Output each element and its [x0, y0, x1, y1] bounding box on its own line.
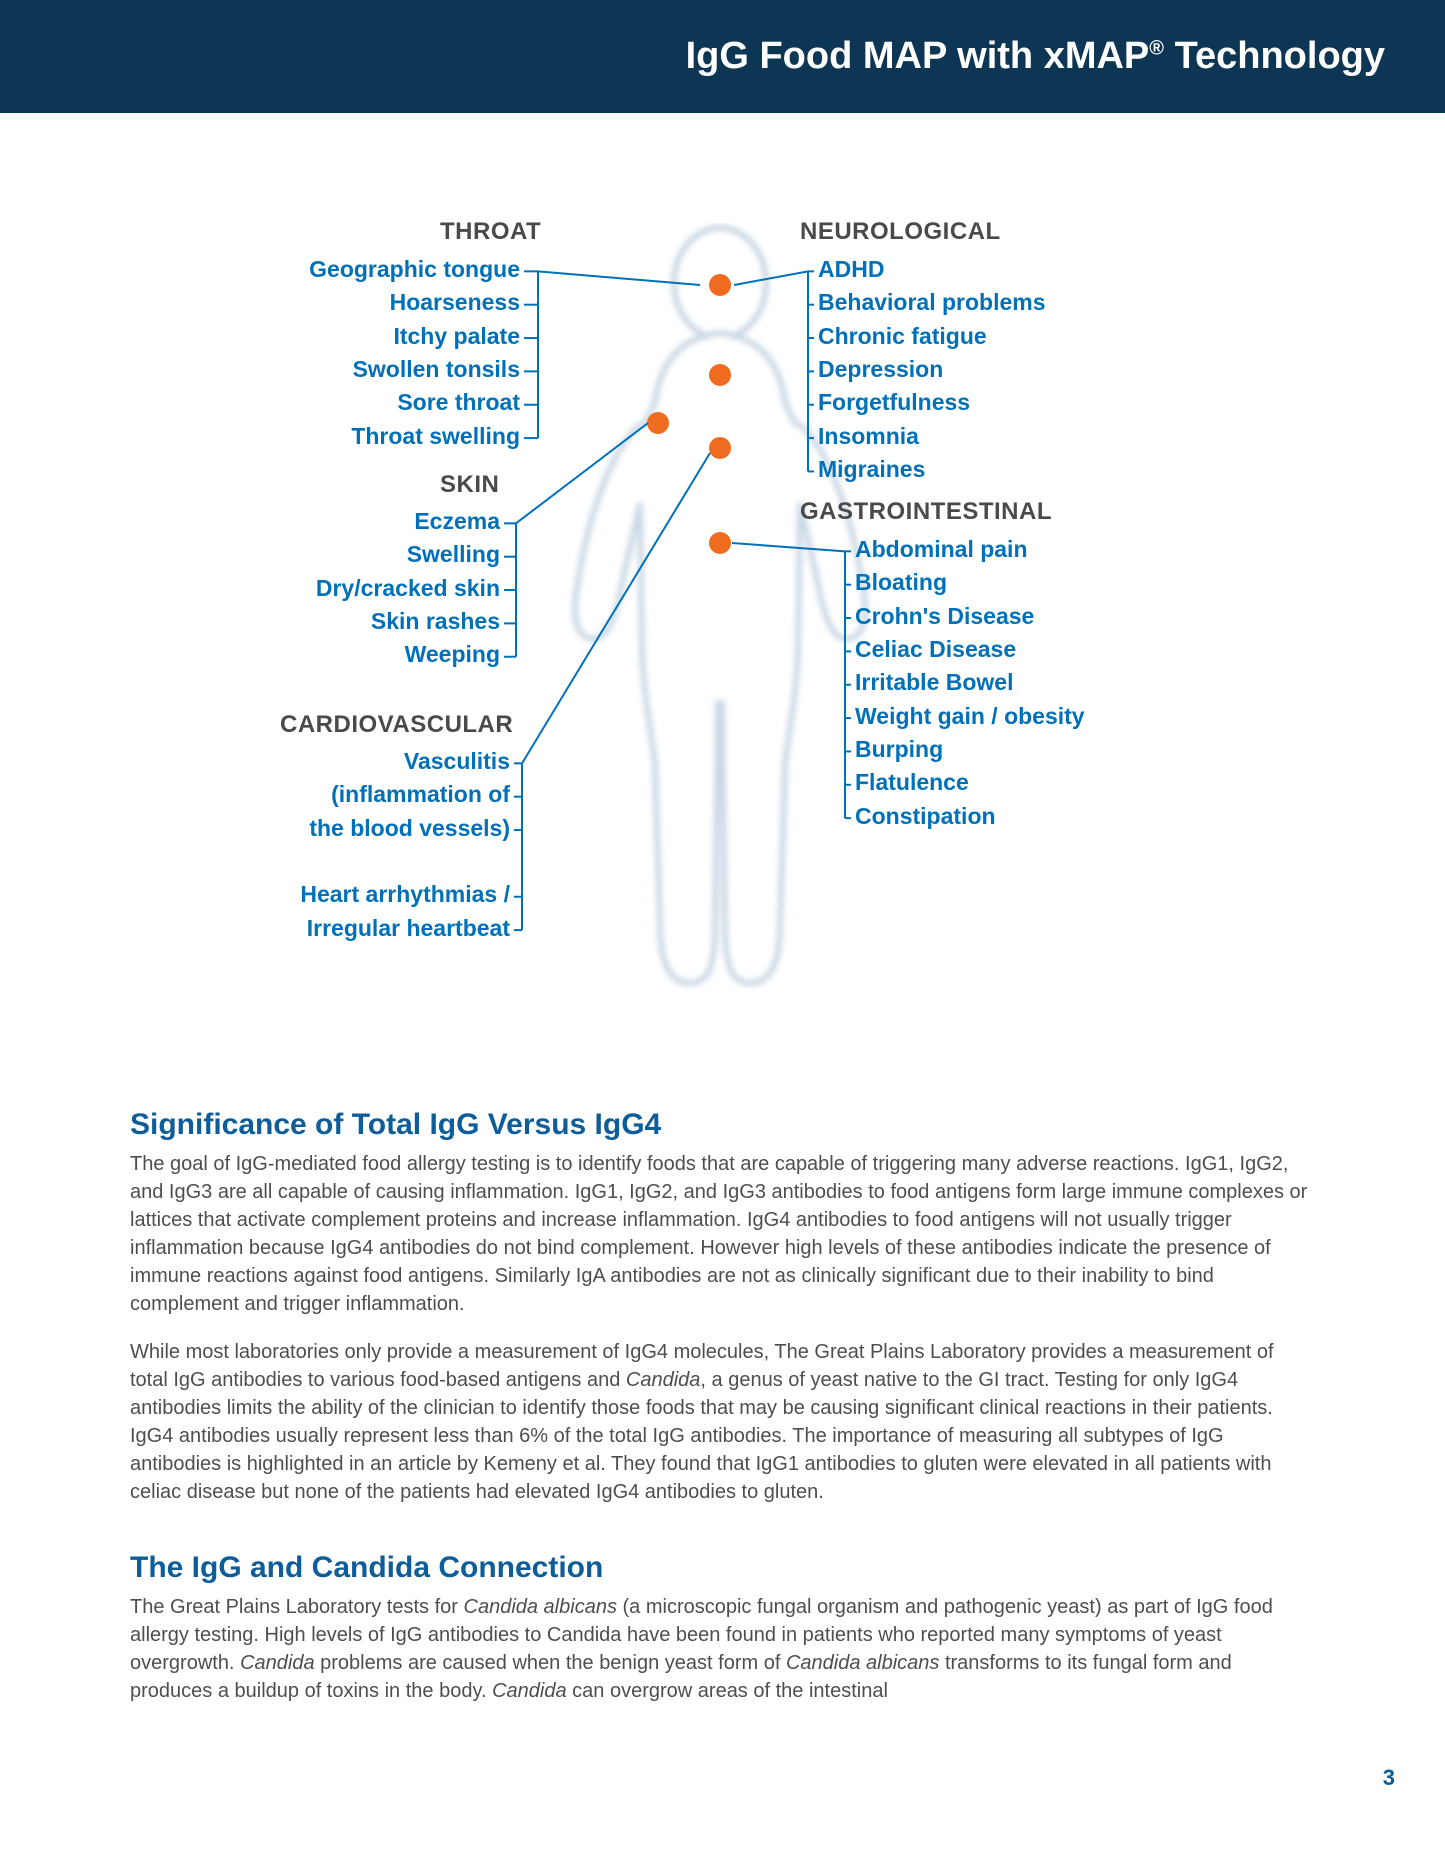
body-paragraph: The goal of IgG-mediated food allergy te…: [130, 1150, 1315, 1318]
category-heading-cardiovascular: CARDIOVASCULAR: [280, 711, 513, 739]
symptom-item: Irregular heartbeat: [190, 912, 510, 945]
page-number: 3: [0, 1765, 1445, 1821]
symptom-item: the blood vessels): [190, 812, 510, 845]
section-title: Significance of Total IgG Versus IgG4: [130, 1108, 1315, 1142]
category-heading-throat: THROAT: [440, 218, 541, 246]
category-heading-neurological: NEUROLOGICAL: [800, 218, 1001, 246]
symptom-item: Bloating: [855, 566, 1235, 599]
symptom-item: Vasculitis: [190, 745, 510, 778]
article-body: Significance of Total IgG Versus IgG4 The…: [0, 1108, 1445, 1765]
symptom-item: Forgetfulness: [818, 386, 1158, 419]
symptom-item: Behavioral problems: [818, 286, 1158, 319]
symptom-item: Throat swelling: [260, 420, 520, 453]
header-bar: IgG Food MAP with xMAP® Technology: [0, 0, 1445, 113]
body-paragraph: While most laboratories only provide a m…: [130, 1338, 1315, 1506]
body-paragraph: The Great Plains Laboratory tests for Ca…: [130, 1593, 1315, 1705]
symptom-item: [190, 845, 510, 878]
symptom-list-throat: Geographic tongueHoarsenessItchy palateS…: [260, 253, 520, 453]
symptom-item: Crohn's Disease: [855, 600, 1235, 633]
symptom-list-cardiovascular: Vasculitis(inflammation ofthe blood vess…: [190, 745, 510, 945]
section-title: The IgG and Candida Connection: [130, 1551, 1315, 1585]
body-diagram: THROAT Geographic tongueHoarsenessItchy p…: [0, 163, 1445, 1063]
symptom-list-skin: EczemaSwellingDry/cracked skinSkin rashe…: [200, 505, 500, 672]
symptom-item: Swelling: [200, 538, 500, 571]
symptom-list-gastrointestinal: Abdominal painBloatingCrohn's DiseaseCel…: [855, 533, 1235, 833]
symptom-item: Swollen tonsils: [260, 353, 520, 386]
symptom-item: Weight gain / obesity: [855, 700, 1235, 733]
symptom-item: Irritable Bowel: [855, 666, 1235, 699]
symptom-item: Heart arrhythmias /: [190, 878, 510, 911]
symptom-item: Migraines: [818, 453, 1158, 486]
symptom-item: Abdominal pain: [855, 533, 1235, 566]
category-heading-gastrointestinal: GASTROINTESTINAL: [800, 498, 1052, 526]
symptom-item: Constipation: [855, 800, 1235, 833]
symptom-item: Celiac Disease: [855, 633, 1235, 666]
symptom-item: Chronic fatigue: [818, 320, 1158, 353]
symptom-item: Dry/cracked skin: [200, 572, 500, 605]
page-title: IgG Food MAP with xMAP® Technology: [686, 35, 1385, 77]
symptom-item: Depression: [818, 353, 1158, 386]
symptom-list-neurological: ADHDBehavioral problemsChronic fatigueDe…: [818, 253, 1158, 486]
symptom-item: Eczema: [200, 505, 500, 538]
symptom-item: Flatulence: [855, 766, 1235, 799]
symptom-item: ADHD: [818, 253, 1158, 286]
symptom-item: Itchy palate: [260, 320, 520, 353]
symptom-item: Hoarseness: [260, 286, 520, 319]
symptom-item: Insomnia: [818, 420, 1158, 453]
symptom-item: Skin rashes: [200, 605, 500, 638]
symptom-item: Weeping: [200, 638, 500, 671]
symptom-item: Sore throat: [260, 386, 520, 419]
category-heading-skin: SKIN: [440, 471, 499, 499]
symptom-item: Geographic tongue: [260, 253, 520, 286]
symptom-item: (inflammation of: [190, 778, 510, 811]
symptom-item: Burping: [855, 733, 1235, 766]
